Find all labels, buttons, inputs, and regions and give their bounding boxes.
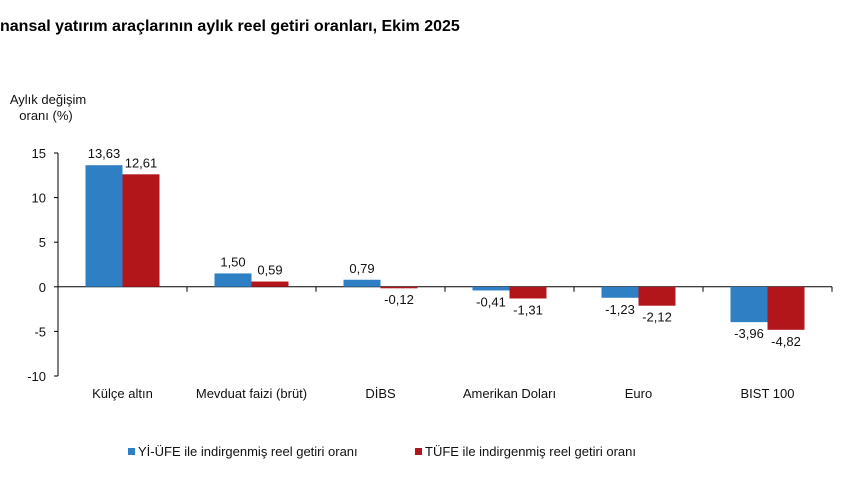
data-label: 0,79 [349, 261, 374, 276]
data-label: 1,50 [220, 254, 245, 269]
x-tick-label: Mevduat faizi (brüt) [196, 386, 307, 401]
bar [767, 286, 805, 330]
legend-swatch [415, 448, 422, 455]
data-label: 0,59 [257, 263, 282, 278]
bar [85, 165, 123, 287]
y-tick-label: 15 [32, 146, 46, 161]
data-label: -2,12 [642, 310, 672, 325]
bar [472, 286, 510, 291]
data-label: 12,61 [125, 155, 158, 170]
chart-title: nansal yatırım araçlarının aylık reel ge… [0, 18, 460, 35]
x-tick-label: BIST 100 [741, 386, 795, 401]
data-label: 13,63 [88, 146, 121, 161]
x-tick-label: Euro [625, 386, 652, 401]
y-tick-label: 10 [32, 191, 46, 206]
y-tick-label: -10 [27, 369, 46, 384]
y-axis-label: Aylık değişim [10, 92, 86, 107]
data-label: -4,82 [771, 334, 801, 349]
bar [214, 273, 252, 287]
bar [251, 281, 289, 287]
y-tick-label: -5 [34, 324, 46, 339]
y-tick-label: 5 [39, 235, 46, 250]
bar [638, 286, 676, 306]
data-label: -3,96 [734, 326, 764, 341]
bar [509, 286, 547, 299]
y-tick-label: 0 [39, 280, 46, 295]
y-axis-label: oranı (%) [19, 108, 72, 123]
x-tick-label: Külçe altın [92, 386, 153, 401]
data-label: -0,41 [476, 294, 506, 309]
bar [380, 286, 418, 289]
data-label: -0,12 [384, 292, 414, 307]
x-tick-label: Amerikan Doları [463, 386, 556, 401]
x-tick-label: DİBS [365, 386, 396, 401]
data-label: -1,31 [513, 302, 543, 317]
bar [343, 279, 381, 287]
data-label: -1,23 [605, 302, 635, 317]
bar [122, 174, 160, 287]
legend-label: Yİ-ÜFE ile indirgenmiş reel getiri oranı [138, 444, 358, 459]
bar [730, 286, 768, 323]
legend-swatch [128, 448, 135, 455]
bar [601, 286, 639, 298]
legend-label: TÜFE ile indirgenmiş reel getiri oranı [425, 444, 636, 459]
